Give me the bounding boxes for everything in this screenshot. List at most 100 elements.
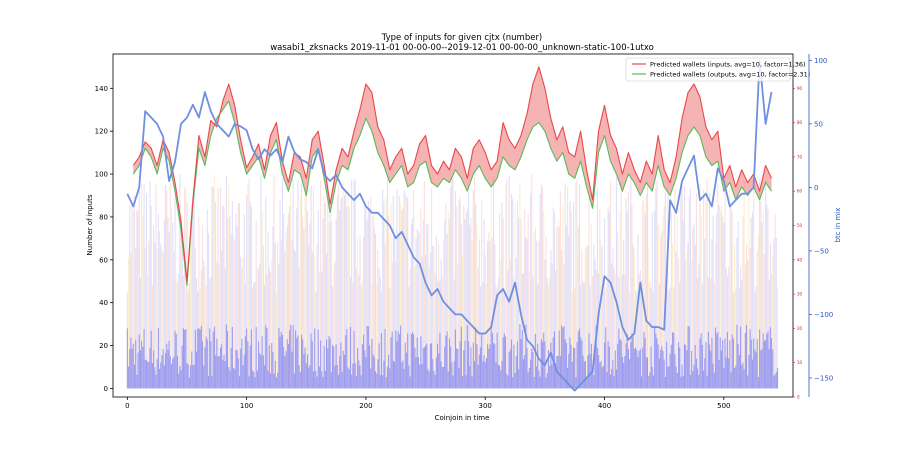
bar-light xyxy=(296,208,298,389)
bar-dark xyxy=(692,370,694,389)
bar-dark xyxy=(584,360,587,389)
bar-dark xyxy=(357,347,359,389)
bar-light xyxy=(462,255,464,389)
bar-light xyxy=(290,192,292,389)
bar-light xyxy=(639,270,641,389)
bar-light xyxy=(534,228,536,389)
bar-dark xyxy=(272,351,274,389)
bar-light xyxy=(389,288,391,389)
bar-light xyxy=(775,237,777,389)
legend: Predicted wallets (inputs, avg=10, facto… xyxy=(625,57,810,82)
bar-dark xyxy=(546,372,548,389)
bar-light xyxy=(546,277,548,389)
bar-dark xyxy=(745,324,748,389)
bar-light xyxy=(697,278,699,389)
bar-dark xyxy=(433,370,435,389)
bar-light xyxy=(163,219,165,389)
bar-light xyxy=(551,263,553,389)
bar-dark xyxy=(503,333,505,389)
bar-light xyxy=(753,187,755,389)
bar-light xyxy=(620,181,622,389)
bar-light xyxy=(662,216,664,389)
bar-light xyxy=(711,239,713,389)
bar-light xyxy=(133,195,136,389)
bar-light xyxy=(528,271,530,389)
bar-dark xyxy=(297,335,299,389)
y3-tick-label: 90 xyxy=(797,86,803,91)
bar-light xyxy=(255,220,257,389)
bar-dark xyxy=(738,355,740,389)
bar-dark xyxy=(717,331,719,389)
bar-dark xyxy=(131,348,133,389)
y-tick-label: 140 xyxy=(95,85,108,93)
x-tick-label: 0 xyxy=(125,402,129,410)
bar-light xyxy=(173,252,175,389)
bar-dark xyxy=(754,349,756,389)
bar-light xyxy=(260,174,262,389)
bar-light xyxy=(166,190,168,389)
bar-light xyxy=(608,211,610,389)
bar-dark xyxy=(710,350,712,389)
bar-light xyxy=(391,262,393,389)
bar-dark xyxy=(701,345,703,389)
bar-dark xyxy=(235,349,237,389)
bar-light xyxy=(382,189,384,389)
bar-dark xyxy=(599,362,601,389)
bar-light xyxy=(712,215,714,389)
bar-light xyxy=(768,280,770,389)
bar-dark xyxy=(674,353,676,389)
bar-dark xyxy=(407,333,409,389)
bar-light xyxy=(468,192,470,389)
bar-dark xyxy=(401,362,403,389)
bar-light xyxy=(612,248,614,389)
bar-dark xyxy=(135,339,137,389)
bar-light xyxy=(506,179,508,389)
y3-tick-label: 80 xyxy=(797,120,803,125)
bar-light xyxy=(410,223,412,389)
bar-light xyxy=(396,189,398,389)
bar-dark xyxy=(292,325,294,389)
bar-dark xyxy=(483,355,485,389)
bar-light xyxy=(581,249,583,389)
bar-light xyxy=(275,291,278,389)
bar-light xyxy=(607,206,609,389)
bar-light xyxy=(533,232,535,389)
bar-dark xyxy=(354,362,356,389)
bar-dark xyxy=(539,376,541,389)
bar-dark xyxy=(346,329,348,389)
y2-tick-label: 50 xyxy=(814,120,823,128)
bar-dark xyxy=(278,328,280,389)
bar-light xyxy=(773,238,775,389)
bar-dark xyxy=(194,329,196,389)
bar-dark xyxy=(540,339,542,389)
bar-dark xyxy=(563,326,565,389)
bar-dark xyxy=(383,360,385,389)
bar-dark xyxy=(587,355,589,389)
bar-dark xyxy=(723,368,725,389)
bar-dark xyxy=(685,344,687,389)
bar-light xyxy=(164,185,167,389)
bar-light xyxy=(561,249,563,389)
bar-dark xyxy=(299,372,301,389)
bar-dark xyxy=(611,368,613,389)
bar-light xyxy=(417,230,420,389)
bar-light xyxy=(723,222,725,389)
bar-dark xyxy=(741,365,743,389)
bar-dark xyxy=(306,354,309,389)
bar-dark xyxy=(363,334,365,389)
bar-dark xyxy=(364,350,366,389)
bar-dark xyxy=(753,338,755,389)
bar-light xyxy=(748,195,750,389)
bar-light xyxy=(593,244,595,389)
bar-dark xyxy=(188,377,190,389)
bar-light xyxy=(262,245,264,389)
bar-light xyxy=(615,177,618,389)
bar-light xyxy=(297,179,299,389)
bar-dark xyxy=(491,333,493,389)
bar-light xyxy=(376,284,378,389)
bar-dark xyxy=(518,369,520,389)
bar-dark xyxy=(499,365,501,389)
y3-tick-label: 70 xyxy=(797,154,803,159)
bar-dark xyxy=(367,326,369,389)
bar-light xyxy=(577,227,579,389)
